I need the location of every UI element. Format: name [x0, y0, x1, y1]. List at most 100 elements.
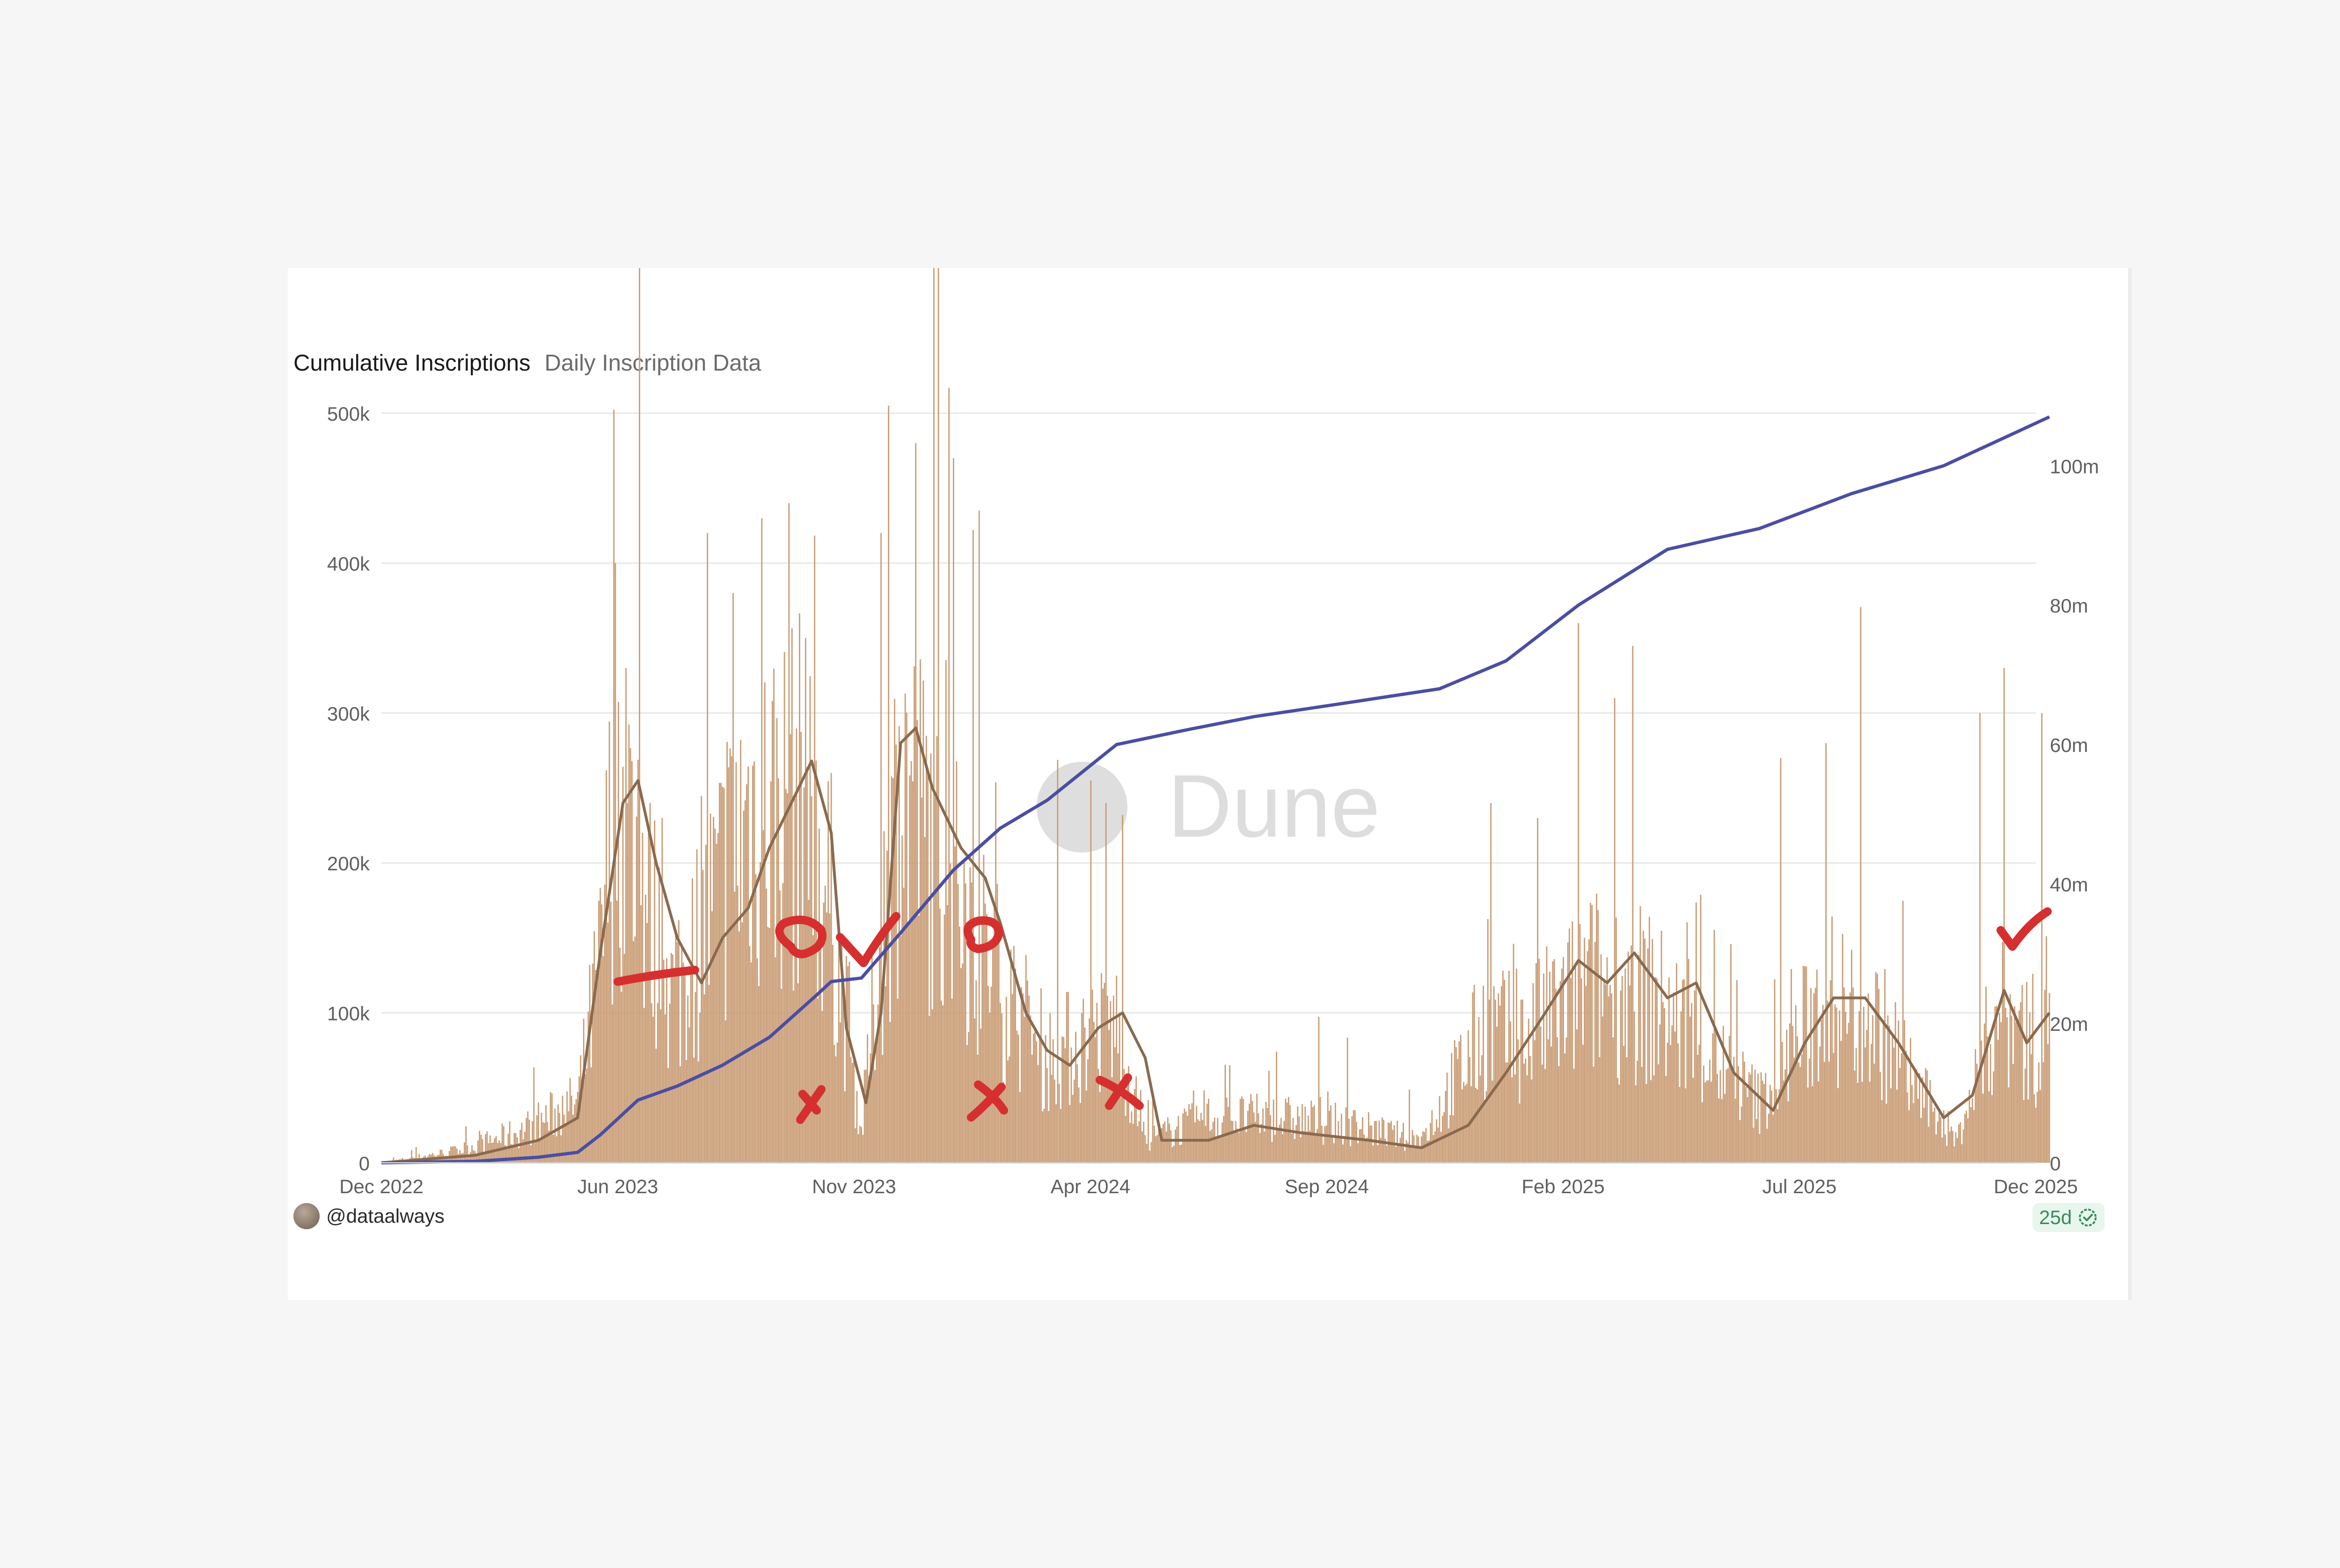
daily-bar — [1605, 984, 1607, 1163]
annotation-check — [836, 912, 900, 967]
daily-bar — [1200, 1113, 1202, 1163]
daily-bar — [947, 904, 948, 1163]
daily-bar — [855, 1128, 856, 1163]
daily-bar — [444, 1157, 446, 1163]
daily-bar — [802, 918, 804, 1163]
daily-bar — [846, 955, 847, 1163]
daily-bar — [1570, 977, 1572, 1163]
daily-bar — [1814, 988, 1816, 1163]
daily-bar — [842, 975, 844, 1163]
daily-bar — [930, 753, 932, 1163]
daily-bar — [1457, 1059, 1459, 1163]
daily-bar — [453, 1146, 455, 1163]
daily-bar — [1879, 1072, 1881, 1163]
daily-bar — [606, 770, 607, 1163]
daily-bar — [1271, 1142, 1273, 1163]
daily-bar — [726, 742, 728, 1163]
daily-bar — [1464, 1086, 1466, 1163]
daily-bar — [1902, 901, 1904, 1163]
status-badge[interactable]: 25d — [2033, 1203, 2105, 1232]
daily-bar — [1410, 1146, 1412, 1163]
daily-bar — [971, 882, 973, 1163]
daily-bar — [1858, 1011, 1860, 1163]
daily-bar — [1442, 1116, 1443, 1163]
daily-bar — [1664, 1008, 1665, 1163]
daily-bar — [1368, 1112, 1369, 1163]
daily-bar — [818, 828, 820, 1163]
daily-bar — [1346, 1037, 1348, 1163]
daily-bar — [1988, 1091, 1990, 1163]
daily-bar — [1887, 1015, 1889, 1163]
tab-daily-inscription-data[interactable]: Daily Inscription Data — [544, 350, 761, 376]
daily-bar — [1363, 1134, 1365, 1163]
daily-bar — [1656, 978, 1658, 1163]
daily-bar — [2027, 1099, 2029, 1163]
daily-bar — [903, 888, 905, 1163]
daily-bar — [642, 833, 644, 1163]
daily-bar — [1199, 1121, 1200, 1163]
daily-bar — [631, 761, 633, 1163]
daily-bar — [1498, 993, 1499, 1163]
daily-bar — [512, 1145, 513, 1163]
daily-bar — [1587, 951, 1588, 1163]
daily-bar — [604, 884, 606, 1163]
daily-bar — [1477, 1089, 1478, 1163]
daily-bar — [1745, 1087, 1747, 1163]
daily-bar — [900, 936, 901, 1163]
daily-bar — [817, 999, 819, 1163]
daily-bar — [1738, 1066, 1739, 1163]
daily-bar — [1164, 1121, 1166, 1163]
daily-bar — [1754, 1070, 1756, 1163]
daily-bar — [1032, 1033, 1034, 1163]
daily-bar — [1717, 1074, 1718, 1163]
daily-bar — [1961, 1144, 1963, 1163]
daily-bar — [921, 797, 923, 1163]
daily-bar — [1837, 1088, 1839, 1163]
author-handle: @dataalways — [326, 1205, 445, 1227]
daily-bar — [1461, 1089, 1463, 1163]
daily-bar — [1901, 1053, 1902, 1163]
daily-bar — [797, 983, 799, 1163]
daily-bar — [1810, 988, 1812, 1163]
daily-bar — [1192, 1090, 1194, 1163]
daily-bar — [1500, 986, 1502, 1163]
daily-bar — [2040, 1090, 2041, 1163]
daily-bar — [1479, 1075, 1481, 1163]
daily-bar — [1956, 1138, 1958, 1163]
daily-bar — [1593, 1066, 1594, 1163]
daily-bar — [990, 986, 992, 1163]
tab-cumulative-inscriptions[interactable]: Cumulative Inscriptions — [293, 350, 531, 376]
daily-bar — [956, 761, 958, 1163]
daily-bar — [1294, 1139, 1295, 1163]
daily-bar — [1673, 992, 1675, 1163]
daily-bar — [777, 778, 779, 1163]
daily-bar — [1401, 1132, 1403, 1163]
daily-bar — [393, 1157, 395, 1163]
daily-bar — [1932, 1111, 1934, 1163]
daily-bar — [984, 904, 986, 1163]
daily-bar — [1236, 1128, 1238, 1163]
daily-bar — [1618, 1084, 1620, 1163]
daily-bar — [1727, 1068, 1729, 1163]
daily-bar — [1966, 1110, 1967, 1163]
author-attribution[interactable]: @dataalways — [293, 1203, 445, 1229]
daily-bar — [1143, 1122, 1145, 1163]
daily-bar — [1276, 1051, 1278, 1163]
daily-bar — [1563, 957, 1564, 1163]
daily-bar — [1511, 1077, 1513, 1163]
daily-bar — [1272, 1099, 1274, 1163]
daily-bar — [746, 784, 747, 1163]
daily-bar — [1845, 1012, 1846, 1163]
daily-bar — [1372, 1145, 1374, 1163]
daily-bar — [703, 994, 705, 1163]
daily-bar — [1659, 1024, 1661, 1163]
daily-bar — [1801, 1054, 1803, 1163]
daily-bar — [1072, 1094, 1074, 1163]
daily-bar — [800, 731, 802, 1163]
daily-bar — [898, 726, 900, 1163]
daily-bar — [1778, 1089, 1780, 1163]
daily-bar — [1851, 949, 1852, 1163]
daily-bar — [1557, 1037, 1558, 1163]
daily-bar — [1919, 1073, 1921, 1163]
daily-bar — [1755, 1119, 1757, 1163]
